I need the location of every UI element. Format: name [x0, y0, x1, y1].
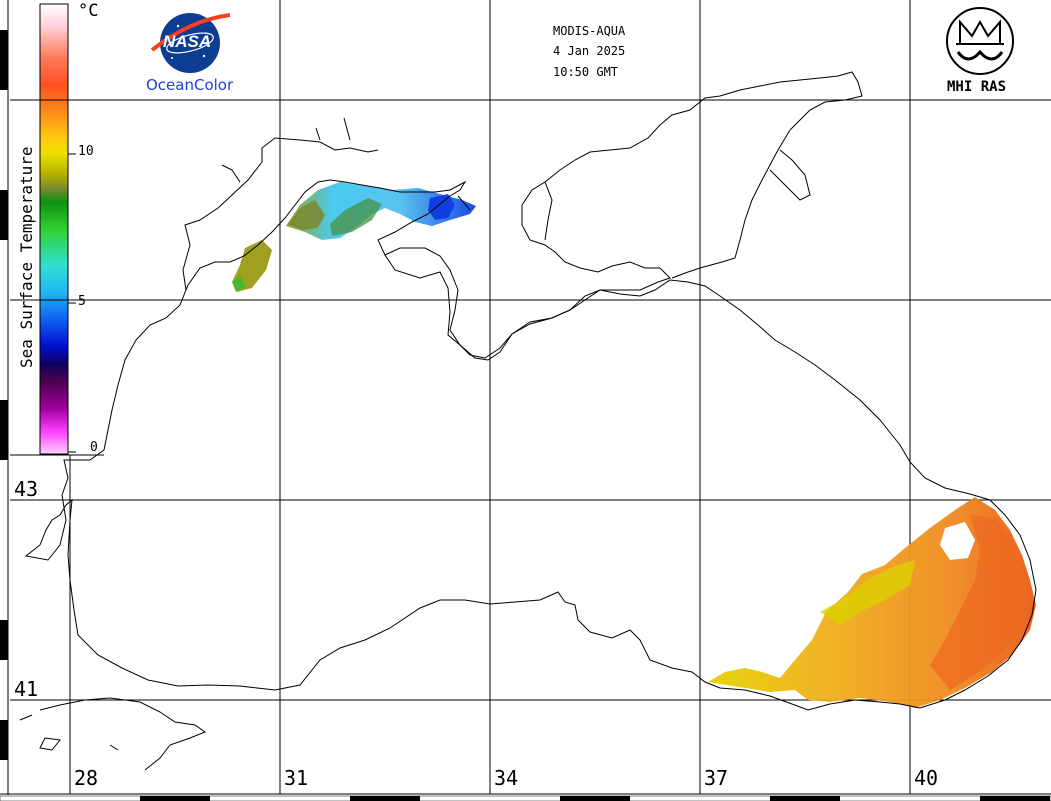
mhi-ras-logo	[946, 7, 1014, 75]
lon-label-28: 28	[74, 766, 99, 790]
sst-patch-southeast-yellow	[820, 560, 915, 625]
sst-patch-small-green	[232, 240, 272, 292]
sst-patch-northwest-blue	[428, 194, 455, 220]
coastline-azov	[544, 71, 863, 279]
nasa-logo	[150, 13, 231, 73]
colorbar-tick-0: 0	[90, 440, 98, 455]
sst-gap-cloud	[940, 522, 975, 560]
colorbar-ticks	[68, 153, 76, 453]
time-label: 10:50 GMT	[553, 65, 619, 79]
lon-label-31: 31	[284, 766, 309, 790]
lat-lon-grid	[10, 0, 1051, 794]
lat-label-41: 41	[14, 677, 39, 701]
left-ruler	[0, 0, 9, 795]
lon-label-34: 34	[494, 766, 519, 790]
oceancolor-label: OceanColor	[146, 76, 234, 94]
date-label: 4 Jan 2025	[553, 44, 626, 58]
sst-patch-northwest-green	[288, 200, 325, 230]
coastline-crimea	[384, 181, 671, 361]
colorbar-tick-5: 5	[78, 294, 86, 309]
sensor-label: MODIS-AQUA	[553, 24, 626, 38]
lat-label-43: 43	[14, 477, 39, 501]
sst-patch-small-lightgreen	[232, 276, 246, 292]
coastline-marmara	[19, 697, 207, 771]
coastline-black-sea	[24, 179, 1037, 711]
lon-label-37: 37	[704, 766, 729, 790]
colorbar-title: Sea Surface Temperature	[17, 146, 36, 368]
colorbar-tick-10: 10	[78, 144, 94, 159]
colorbar-unit: °C	[78, 1, 99, 21]
nasa-wordmark: NASA	[163, 32, 212, 51]
lon-label-40: 40	[914, 766, 939, 790]
coastline-north	[182, 117, 379, 291]
sst-patch-northwest-green2	[330, 198, 382, 236]
bottom-ruler	[0, 793, 1051, 801]
colorbar-gradient	[39, 3, 69, 455]
sst-patch-southeast-hot	[930, 515, 1030, 690]
mhi-ras-label: MHI RAS	[947, 79, 1007, 95]
